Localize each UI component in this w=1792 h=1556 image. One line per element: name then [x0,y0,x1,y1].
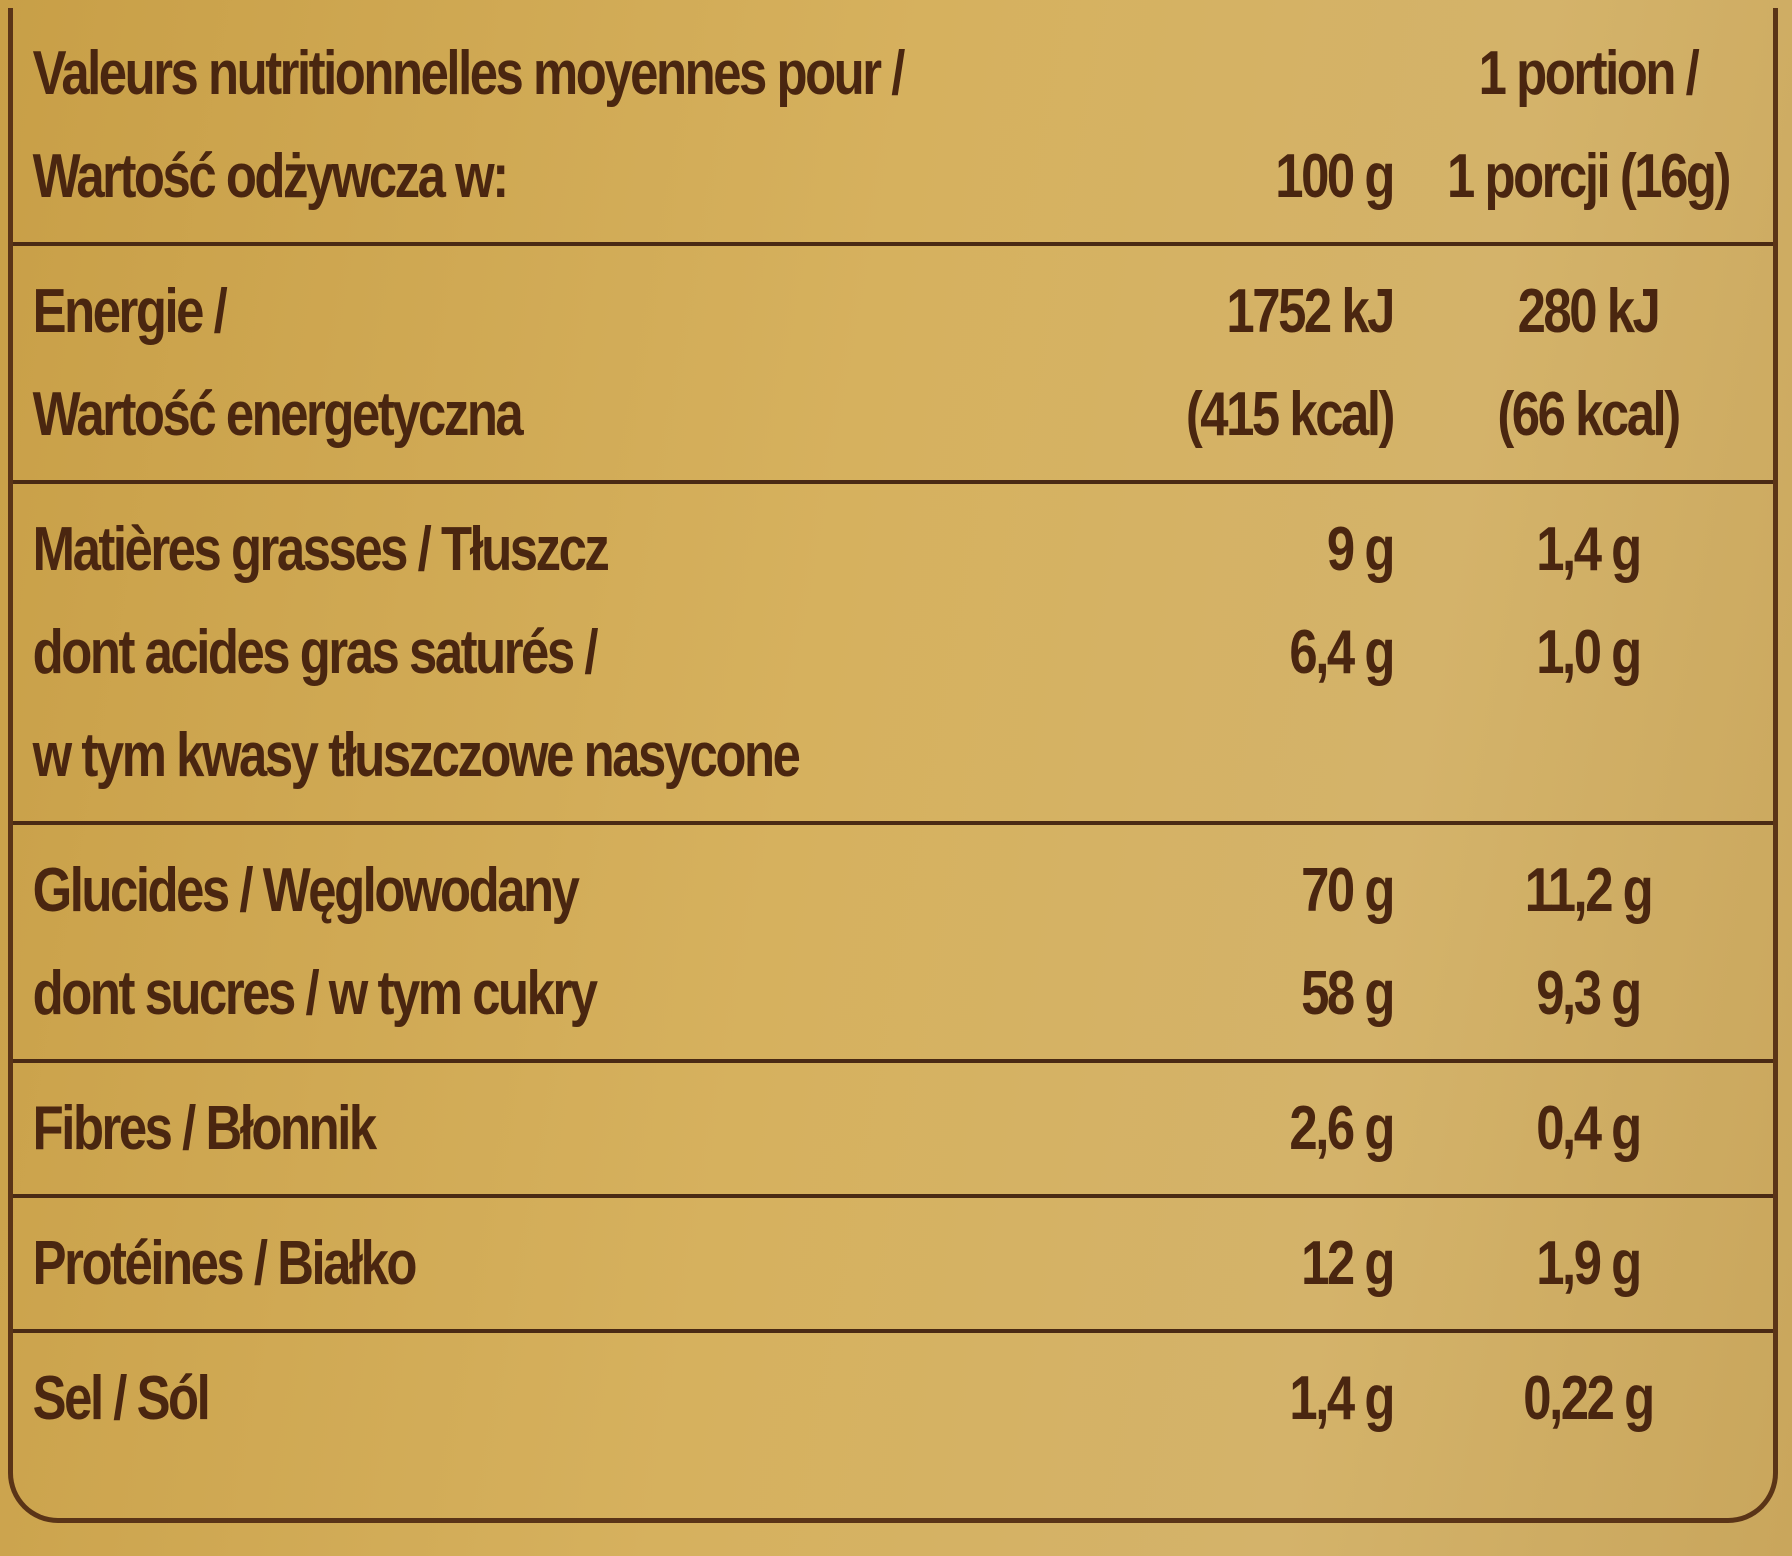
nutrient-group: Energie / 1752 kJ 280 kJ Wartość energetycz… [13,246,1773,484]
row-value: 9,3 g [1536,959,1642,1028]
row-label: Protéines / Białko [32,1229,418,1298]
nutrient-group: Protéines / Białko 12 g 1,9 g [13,1198,1773,1333]
row-value: 70 g [1301,856,1395,925]
row-value: 9 g [1326,515,1396,584]
row-label: Sel / Sól [32,1364,211,1433]
nutrient-line: w tym kwasy tłuszczowe nasycone [13,704,1773,807]
row-value: 2,6 g [1289,1094,1395,1163]
header-line: Valeurs nutritionnelles moyennes pour / 1… [13,22,1773,125]
row-label: Energie / [32,277,228,346]
row-value: 1752 kJ [1226,277,1395,346]
row-label: dont sucres / w tym cukry [32,959,598,1028]
row-label: Valeurs nutritionnelles moyennes pour / [32,39,906,108]
row-value: 58 g [1301,959,1395,1028]
nutrient-line: Matières grasses / Tłuszcz 9 g 1,4 g [13,498,1773,601]
row-label: dont acides gras saturés / [32,618,599,687]
row-label: Wartość energetyczna [32,380,524,449]
row-value: (415 kcal) [1185,380,1396,449]
row-value: 11,2 g [1524,856,1654,925]
header-line: Wartość odżywcza w: 100 g 1 porcji (16g) [13,125,1773,228]
row-value: 1 portion / [1478,39,1700,108]
nutrient-line: Wartość energetyczna (415 kcal) (66 kcal) [13,363,1773,466]
nutrient-line: Protéines / Białko 12 g 1,9 g [13,1212,1773,1315]
nutrition-table: Valeurs nutritionnelles moyennes pour / 1… [8,8,1778,1523]
row-value: 1 porcji (16g) [1447,142,1731,211]
nutrient-line: Fibres / Błonnik 2,6 g 0,4 g [13,1077,1773,1180]
row-label: Fibres / Błonnik [32,1094,377,1163]
row-value: 1,4 g [1536,515,1642,584]
nutrient-line: Sel / Sól 1,4 g 0,22 g [13,1347,1773,1450]
nutrient-group: Sel / Sól 1,4 g 0,22 g [13,1333,1773,1464]
nutrient-group: Glucides / Węglowodany 70 g 11,2 g dont suc… [13,825,1773,1063]
row-value: 6,4 g [1289,618,1395,687]
nutrient-group: Fibres / Błonnik 2,6 g 0,4 g [13,1063,1773,1198]
header-group: Valeurs nutritionnelles moyennes pour / 1… [13,8,1773,246]
row-value: 0,4 g [1536,1094,1642,1163]
row-label: Matières grasses / Tłuszcz [32,515,610,584]
nutrient-line: Energie / 1752 kJ 280 kJ [13,260,1773,363]
nutrient-line: Glucides / Węglowodany 70 g 11,2 g [13,839,1773,942]
nutrient-line: dont acides gras saturés / 6,4 g 1,0 g [13,601,1773,704]
row-label: Glucides / Węglowodany [32,856,580,925]
nutrient-line: dont sucres / w tym cukry 58 g 9,3 g [13,942,1773,1045]
row-value: 1,0 g [1536,618,1642,687]
row-value: (66 kcal) [1497,380,1681,449]
row-value: 12 g [1301,1229,1395,1298]
row-value: 1,9 g [1536,1229,1642,1298]
row-label: Wartość odżywcza w: [32,142,509,211]
row-value: 0,22 g [1523,1364,1655,1433]
row-value: 100 g [1275,142,1395,211]
row-value: 280 kJ [1517,277,1661,346]
row-label: w tym kwasy tłuszczowe nasycone [32,721,801,790]
nutrient-group: Matières grasses / Tłuszcz 9 g 1,4 g dont a… [13,484,1773,825]
row-value: 1,4 g [1289,1364,1395,1433]
